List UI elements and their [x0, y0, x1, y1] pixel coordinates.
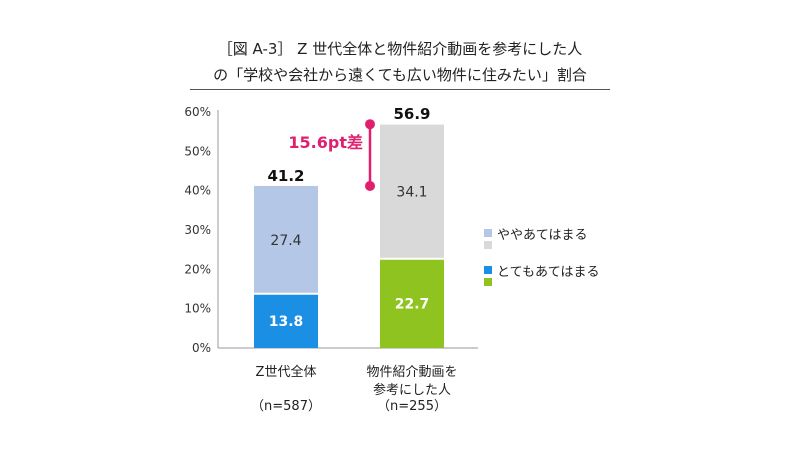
data-label-totemo: 22.7: [395, 296, 430, 312]
difference-marker-bottom: [365, 180, 375, 191]
y-tick-label: 0%: [192, 341, 211, 355]
x-category-label: Z世代全体: [256, 364, 317, 380]
legend-swatch-yaya-video: [484, 241, 492, 249]
x-category-n: （n=255）: [377, 399, 447, 414]
x-category-label: 参考にした人: [373, 382, 451, 398]
y-tick-label: 40%: [184, 184, 211, 198]
legend-label-totemo: とてもあてはまる: [497, 265, 599, 280]
legend-swatch-totemo-z: [484, 266, 492, 274]
title-underline: [190, 89, 610, 90]
data-label-yaya: 27.4: [270, 233, 301, 249]
y-tick-label: 20%: [184, 262, 211, 276]
chart-title-line-2: の「学校や会社から遠くても広い物件に住みたい」割合: [213, 66, 587, 84]
bar-segment-yaya: [254, 185, 318, 294]
data-label-total: 41.2: [267, 167, 304, 185]
legend-swatch-totemo-video: [484, 278, 492, 286]
data-label-yaya: 34.1: [396, 185, 427, 201]
legend-swatch-yaya-z: [484, 229, 492, 237]
data-label-totemo: 13.8: [269, 314, 304, 330]
bar-segment-yaya: [380, 124, 444, 259]
y-tick-label: 10%: [184, 302, 211, 316]
y-tick-label: 60%: [184, 105, 211, 119]
difference-marker-top: [365, 119, 375, 130]
y-tick-label: 50%: [184, 144, 211, 158]
y-tick-label: 30%: [184, 223, 211, 237]
chart-title-line-1: ［図 A-3］ Z 世代全体と物件紹介動画を参考にした人: [217, 40, 583, 58]
data-label-total: 56.9: [393, 105, 430, 123]
x-category-n: （n=587）: [251, 399, 321, 414]
x-category-label: 物件紹介動画を: [366, 365, 457, 380]
difference-label: 15.6pt差: [288, 133, 363, 152]
legend-label-yaya: ややあてはまる: [497, 228, 587, 243]
bar-segment-totemo: [380, 258, 444, 348]
bar-segment-totemo: [254, 293, 318, 348]
